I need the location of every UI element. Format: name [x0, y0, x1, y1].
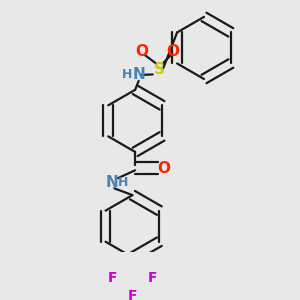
Text: H: H [118, 176, 129, 190]
Text: N: N [106, 176, 118, 190]
Text: H: H [122, 68, 132, 82]
Text: O: O [167, 44, 179, 59]
Text: F: F [128, 289, 137, 300]
Text: O: O [135, 44, 148, 59]
Text: O: O [158, 160, 170, 175]
Text: S: S [154, 62, 165, 77]
Text: F: F [107, 271, 117, 285]
Text: N: N [132, 68, 145, 82]
Text: F: F [148, 271, 158, 285]
